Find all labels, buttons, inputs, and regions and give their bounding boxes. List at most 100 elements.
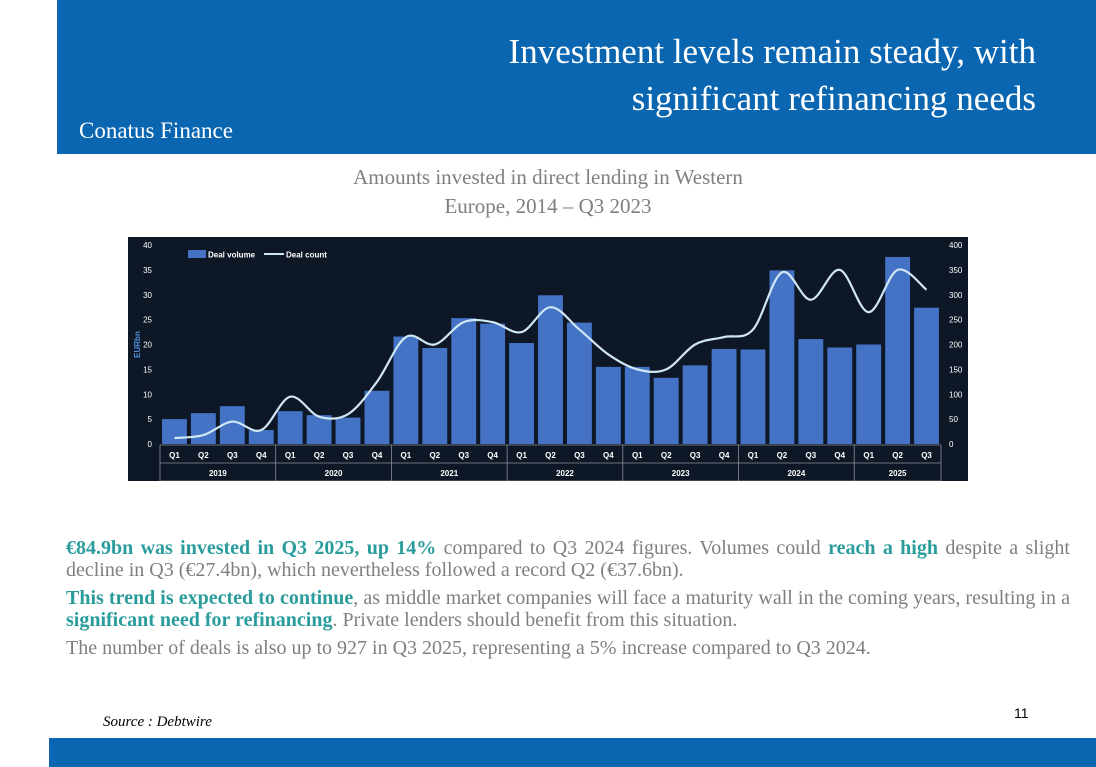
bar-deal-volume <box>538 295 563 444</box>
y2-tick-label: 100 <box>949 390 963 399</box>
bar-deal-volume <box>856 344 882 444</box>
footer-bar <box>49 738 1096 767</box>
bar-deal-volume <box>335 417 361 444</box>
x-tick-label: Q4 <box>372 451 383 460</box>
y-axis-label: EURbn <box>133 331 142 358</box>
bar-deal-volume <box>769 270 795 444</box>
x-tick-label: Q2 <box>314 451 325 460</box>
bar-deal-volume <box>422 347 448 444</box>
x-tick-label: Q3 <box>227 451 238 460</box>
x-tick-label: Q1 <box>285 451 296 460</box>
bar-deal-volume <box>682 365 708 444</box>
y2-tick-label: 400 <box>949 241 963 250</box>
x-tick-label: Q3 <box>458 451 469 460</box>
chart-panel: 0 5 10 15 20 25 30 35 40 0 50 100 150 200 250 300 350 400… <box>128 237 968 482</box>
x-tick-label: Q3 <box>574 451 585 460</box>
x-tick-label: Q3 <box>921 451 932 460</box>
bar-deal-volume <box>451 318 477 444</box>
x-tick-label: Q4 <box>487 451 498 460</box>
y-tick-label: 20 <box>143 341 152 350</box>
body-run: The number of deals is also up to 927 in… <box>66 637 871 659</box>
bar-deal-volume <box>653 377 679 444</box>
bar-deal-volume <box>393 336 419 444</box>
bar-deal-volume <box>827 347 853 444</box>
chart-title-line2: Europe, 2014 – Q3 2023 <box>444 194 652 218</box>
x-tick-label: Q2 <box>892 451 903 460</box>
bar-deal-volume <box>277 411 303 444</box>
bar-deal-volume <box>566 322 592 444</box>
legend-label-volume: Deal volume <box>208 251 256 260</box>
x-tick-label: Q1 <box>863 451 874 460</box>
x-tick-label: Q4 <box>834 451 845 460</box>
x-group-label: 2020 <box>325 469 343 478</box>
x-tick-label: Q3 <box>343 451 354 460</box>
body-run: compared to Q3 2024 figures. Volumes cou… <box>436 537 829 559</box>
highlight-text: reach a high <box>828 537 938 559</box>
x-tick-label: Q2 <box>429 451 440 460</box>
bar-deal-volume <box>624 366 650 444</box>
bar-deal-volume <box>480 323 506 444</box>
y2-tick-label: 0 <box>949 440 954 449</box>
x-tick-label: Q1 <box>516 451 527 460</box>
y2-tick-label: 150 <box>949 365 963 374</box>
x-tick-label: Q4 <box>256 451 267 460</box>
highlight-text: €84.9bn was invested in Q3 2025, up 14% <box>66 537 437 559</box>
body-run: . Private lenders should benefit from th… <box>332 609 738 631</box>
y-tick-label: 35 <box>143 266 152 275</box>
x-tick-label: Q2 <box>198 451 209 460</box>
bar-deal-volume <box>798 339 824 444</box>
x-tick-label: Q2 <box>777 451 788 460</box>
y-tick-label: 10 <box>143 390 152 399</box>
bar-deal-volume <box>248 430 274 444</box>
chart-svg: 0510152025303540050100150200250300350400… <box>128 237 968 482</box>
x-tick-label: Q1 <box>748 451 759 460</box>
y2-tick-label: 300 <box>949 291 963 300</box>
body-run: despite a slight decline in Q3 (€27.4bn)… <box>66 537 1070 581</box>
x-group-label: 2024 <box>787 469 805 478</box>
highlight-text: significant need for refinancing <box>66 609 333 631</box>
bar-deal-volume <box>595 366 621 444</box>
chart-title-line1: Amounts invested in direct lending in We… <box>353 165 743 189</box>
body-run: , as middle market companies will face a… <box>353 587 1071 609</box>
paragraph-2: This trend is expected to continue, as m… <box>66 587 1070 631</box>
slide-title-line2: significant refinancing needs <box>631 79 1036 118</box>
y-tick-label: 25 <box>143 316 152 325</box>
bar-deal-volume <box>306 415 332 444</box>
x-tick-label: Q3 <box>690 451 701 460</box>
bar-deal-volume <box>364 390 390 444</box>
bar-deal-volume <box>885 256 911 444</box>
x-tick-label: Q3 <box>805 451 816 460</box>
y-tick-label: 40 <box>143 241 152 250</box>
x-tick-label: Q2 <box>661 451 672 460</box>
bar-deal-volume <box>162 419 187 444</box>
legend-swatch-bar <box>188 250 206 258</box>
y2-tick-label: 250 <box>949 316 963 325</box>
slide-title: Investment levels remain steady, with si… <box>136 28 1036 122</box>
brand-name: Conatus Finance <box>79 118 233 143</box>
y2-tick-label: 50 <box>949 415 958 424</box>
y-tick-label: 15 <box>143 365 152 374</box>
y-tick-label: 0 <box>148 440 153 449</box>
x-tick-label: Q1 <box>169 451 180 460</box>
x-group-label: 2025 <box>889 469 907 478</box>
y-tick-label: 30 <box>143 291 152 300</box>
line-deal-count <box>174 268 928 440</box>
bar-deal-volume <box>711 348 737 444</box>
y-tick-label: 5 <box>148 415 153 424</box>
y2-tick-label: 350 <box>949 266 963 275</box>
page-number: 11 <box>1014 705 1029 721</box>
x-group-label: 2023 <box>672 469 690 478</box>
y2-tick-label: 200 <box>949 341 963 350</box>
body-text: €84.9bn was invested in Q3 2025, up 14% … <box>66 537 1070 665</box>
paragraph-3: The number of deals is also up to 927 in… <box>66 637 1070 659</box>
x-tick-label: Q4 <box>603 451 614 460</box>
source-note: Source : Debtwire <box>103 714 212 730</box>
x-group-label: 2022 <box>556 469 574 478</box>
x-tick-label: Q4 <box>719 451 730 460</box>
chart-title: Amounts invested in direct lending in We… <box>300 163 796 221</box>
bar-deal-volume <box>509 343 535 444</box>
x-tick-label: Q1 <box>632 451 643 460</box>
bar-deal-volume <box>914 307 939 444</box>
highlight-text: This trend is expected to continue <box>66 587 354 609</box>
x-tick-label: Q1 <box>401 451 412 460</box>
